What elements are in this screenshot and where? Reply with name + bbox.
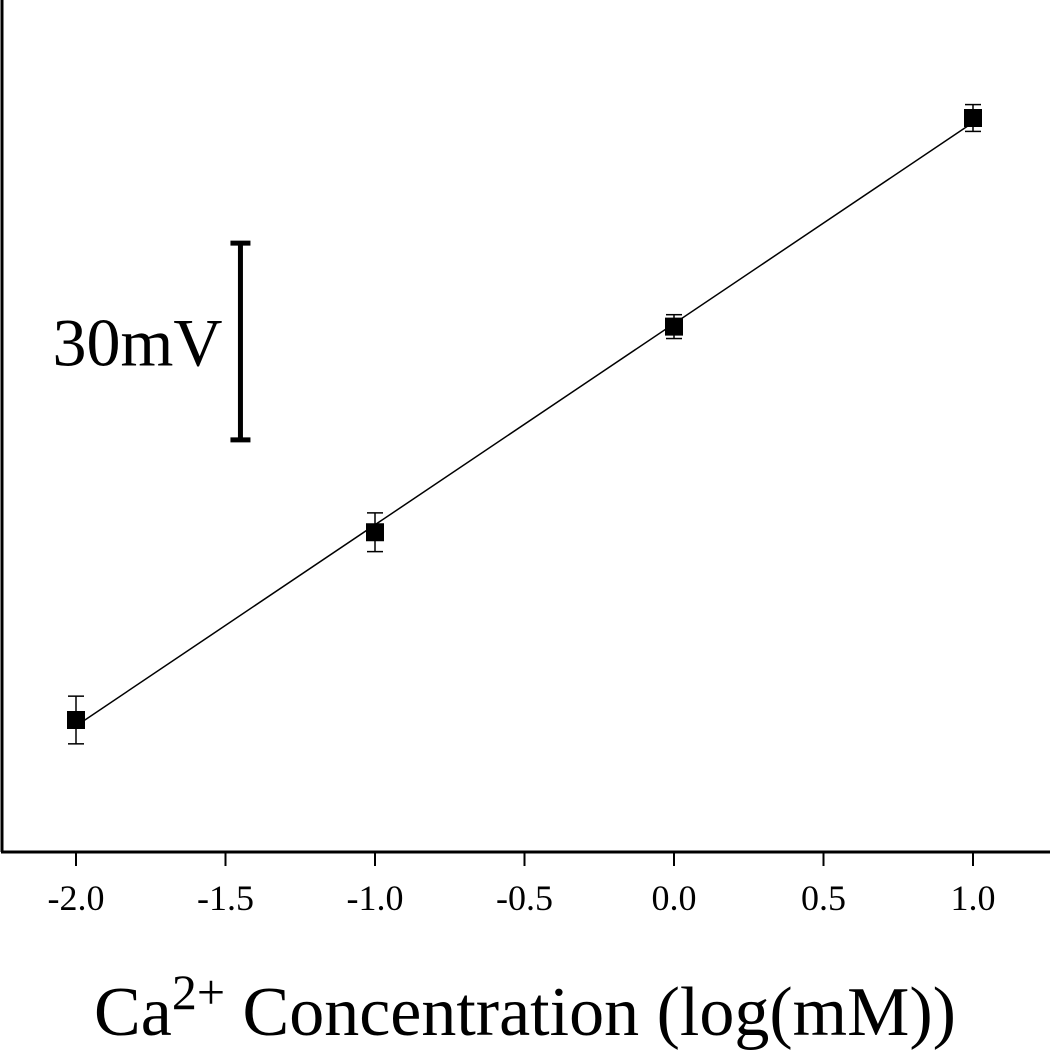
x-tick-label: 0.0 [652, 878, 697, 918]
scale-bar-label: 30mV [52, 305, 222, 381]
x-axis-label-main: Ca [94, 974, 172, 1050]
data-point [67, 711, 85, 729]
scale-bar: 30mV [52, 240, 251, 443]
data-point [366, 523, 384, 542]
fit-line [75, 121, 974, 727]
x-tick-labels: -2.0 -1.5 -1.0 -0.5 0.0 0.5 1.0 [48, 878, 996, 918]
data-point [964, 109, 982, 127]
x-ticks [75, 852, 974, 866]
x-tick-label: 0.5 [801, 878, 846, 918]
data-point [665, 317, 683, 336]
x-tick-label: -1.5 [197, 878, 254, 918]
x-tick-label: -2.0 [48, 878, 105, 918]
fit-line-group [75, 121, 974, 727]
x-tick-label: 1.0 [951, 878, 996, 918]
x-axis-label-rest: Concentration (log(mM)) [225, 974, 956, 1050]
x-axis-label-superscript: 2+ [172, 964, 225, 1020]
x-tick-label: -0.5 [496, 878, 553, 918]
x-tick-label: -1.0 [347, 878, 404, 918]
data-points [67, 109, 982, 729]
x-axis-label: Ca2+ Concentration (log(mM)) [94, 964, 956, 1050]
axes [0, 0, 1050, 854]
